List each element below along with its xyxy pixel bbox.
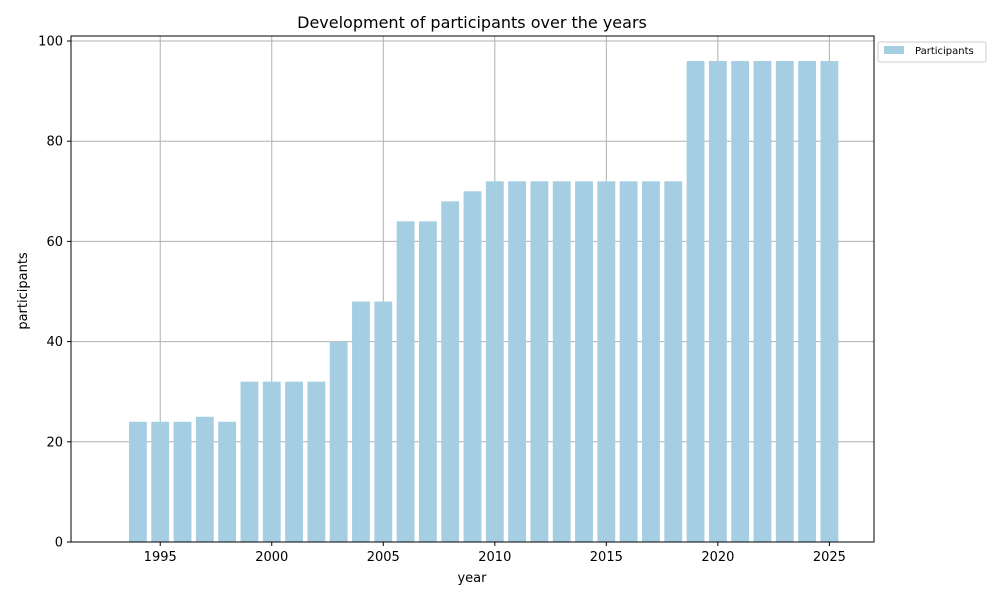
- bar: [352, 301, 370, 542]
- bar: [642, 181, 660, 543]
- bar: [240, 381, 259, 542]
- bar: [798, 61, 817, 543]
- bar: [441, 201, 460, 543]
- bar: [151, 421, 170, 542]
- chart-title: Development of participants over the yea…: [297, 13, 647, 32]
- bar: [575, 181, 593, 543]
- bar: [374, 301, 393, 542]
- y-tick-label: 80: [46, 135, 63, 150]
- x-axis-ticks: 1995 2000 2005 2010 2015 2020 2025: [144, 542, 846, 565]
- bar: [619, 181, 638, 543]
- legend: Participants: [877, 41, 987, 63]
- x-tick-label: 2000: [255, 550, 288, 565]
- y-tick-label: 40: [46, 335, 63, 350]
- bar: [195, 416, 214, 542]
- x-tick-label: 2005: [367, 550, 400, 565]
- bar: [218, 421, 237, 542]
- bar: [686, 61, 705, 543]
- bar: [530, 181, 549, 543]
- x-tick-label: 2015: [590, 550, 623, 565]
- x-tick-label: 1995: [144, 550, 177, 565]
- bar: [285, 381, 303, 542]
- y-axis-title: participants: [16, 252, 31, 330]
- y-tick-label: 100: [38, 35, 63, 50]
- bars: [128, 61, 839, 543]
- y-tick-label: 20: [46, 435, 63, 450]
- bar: [396, 221, 415, 542]
- bar: [262, 381, 281, 542]
- legend-label-participants: Participants: [915, 46, 974, 57]
- x-tick-label: 2010: [478, 550, 511, 565]
- bar: [753, 61, 772, 543]
- bar: [329, 341, 348, 542]
- plot-frame: [70, 35, 875, 543]
- bar: [775, 61, 794, 543]
- bar: [463, 191, 482, 542]
- x-tick-label: 2020: [701, 550, 734, 565]
- bar: [731, 61, 750, 543]
- bar: [307, 381, 326, 542]
- bar: [173, 421, 192, 542]
- legend-swatch: [884, 46, 904, 54]
- bar: [128, 421, 147, 542]
- y-tick-label: 0: [55, 536, 63, 551]
- bar: [664, 181, 683, 543]
- bar: [597, 181, 616, 543]
- bar: [552, 181, 571, 543]
- x-axis-title: year: [457, 571, 487, 586]
- bar: [485, 181, 504, 543]
- bar: [820, 61, 839, 543]
- x-tick-label: 2025: [813, 550, 846, 565]
- bar: [418, 221, 437, 542]
- y-tick-label: 60: [46, 235, 63, 250]
- y-axis-ticks: 0 20 40 60 80 100: [38, 35, 71, 551]
- bar: [708, 61, 727, 543]
- legend-box: [877, 41, 987, 63]
- bar: [508, 181, 527, 543]
